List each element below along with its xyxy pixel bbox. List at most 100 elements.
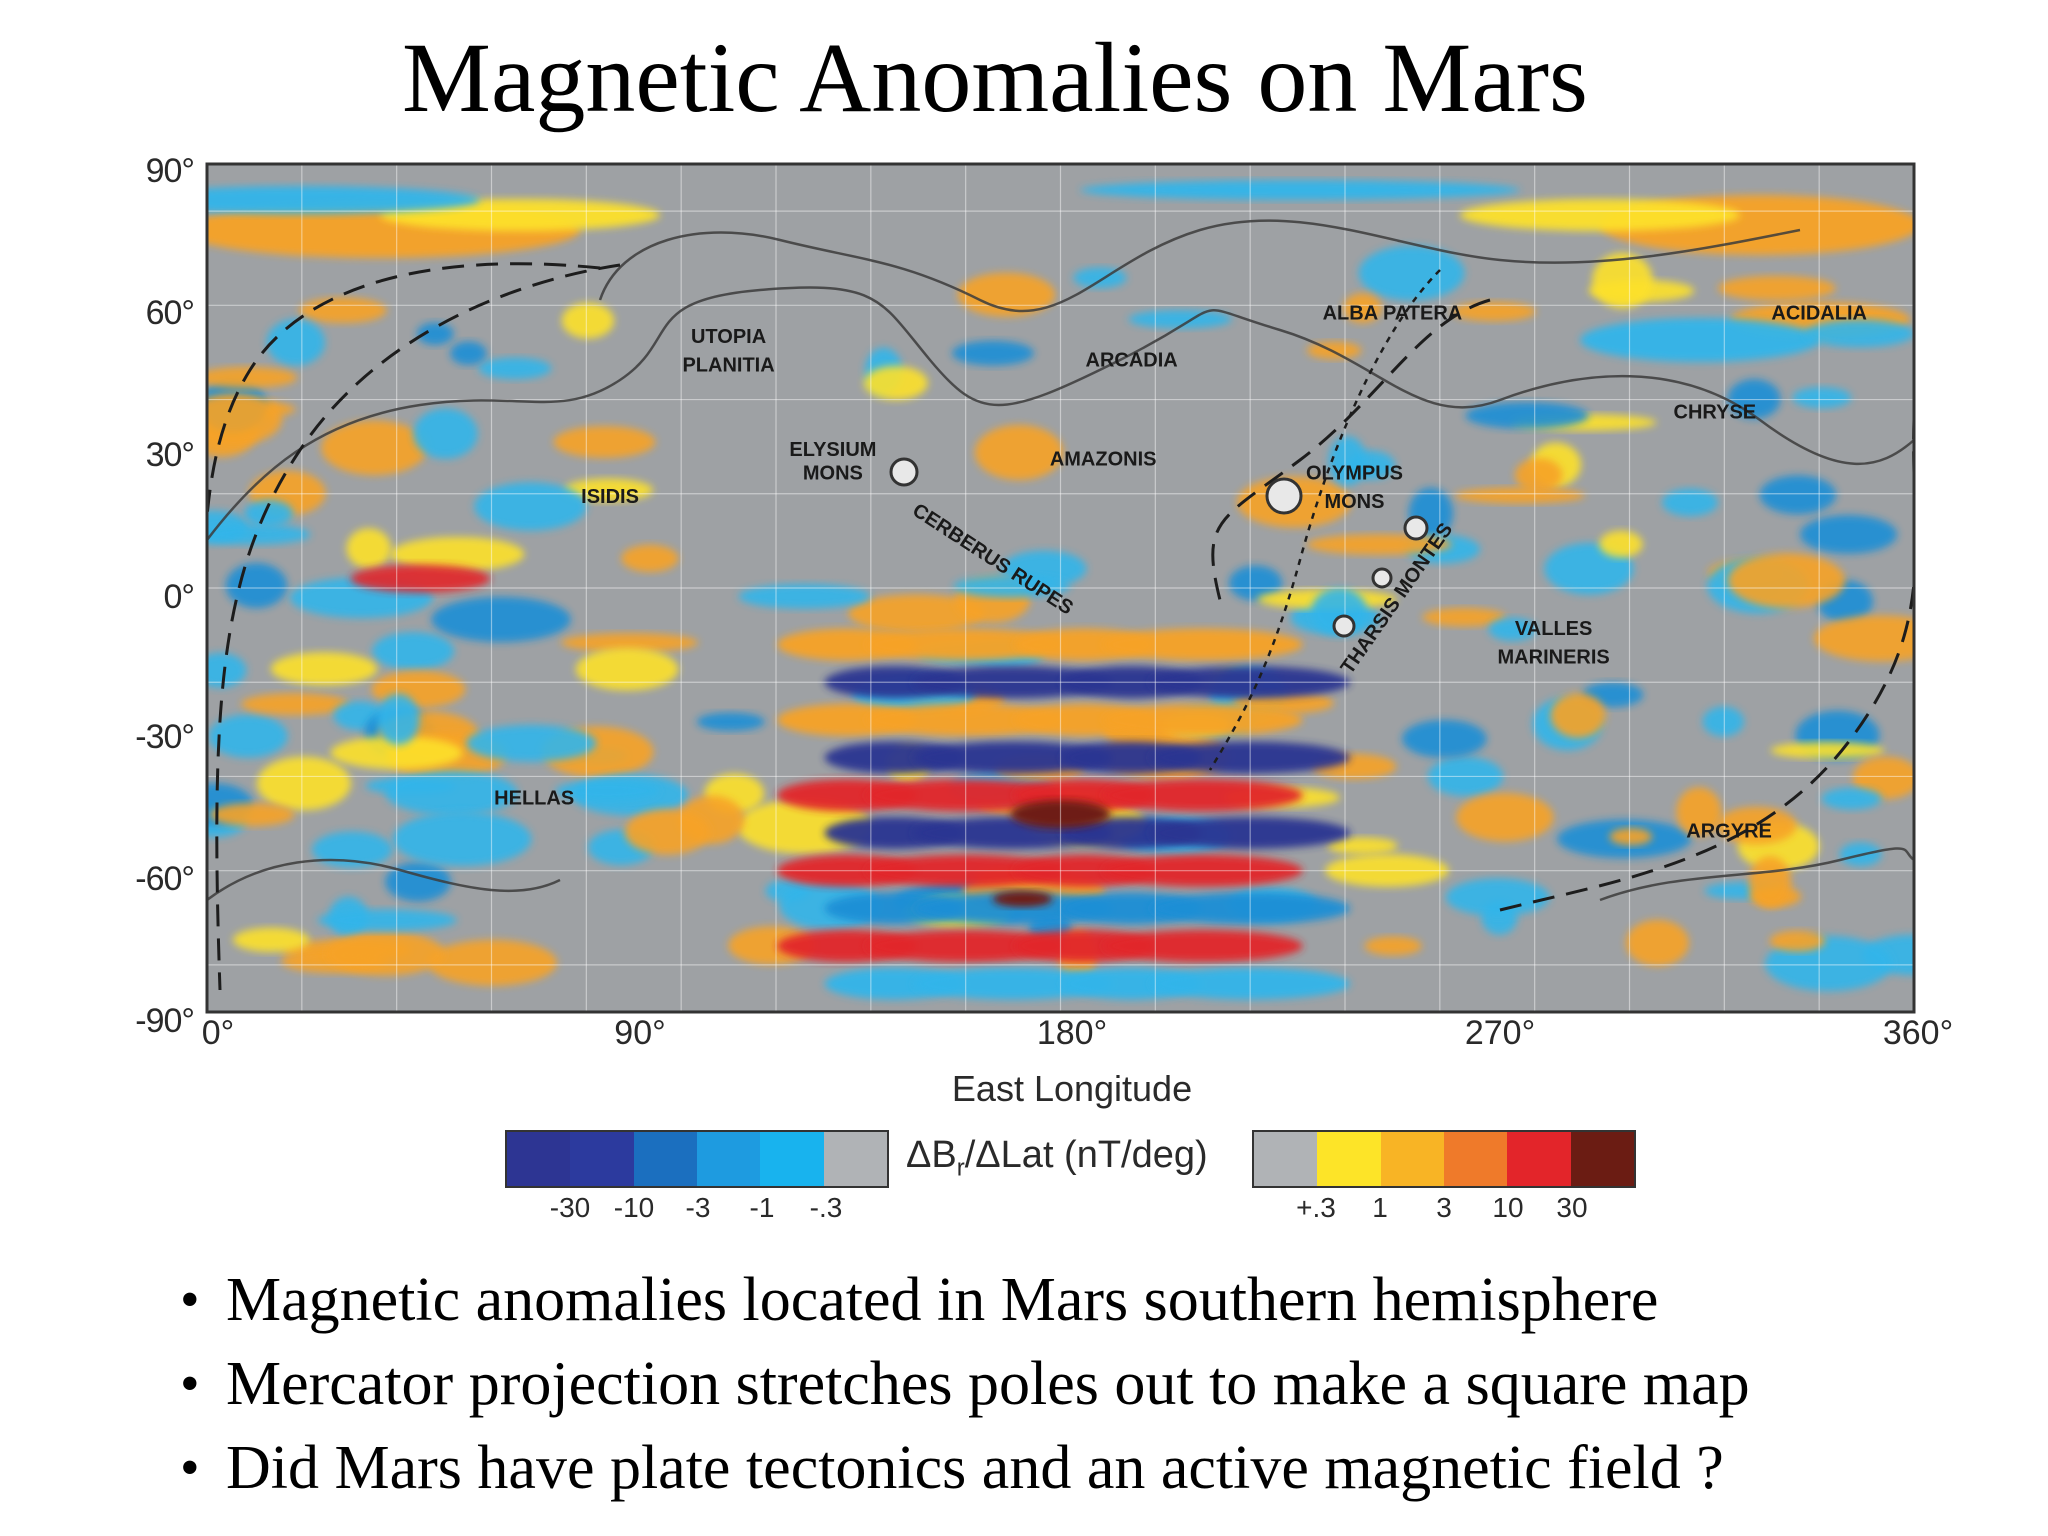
anomaly-blob [312,831,393,868]
anomaly-blob [299,297,387,324]
slide-title: Magnetic Anomalies on Mars [402,22,1588,133]
anomaly-blob [372,631,455,670]
anomaly-blob [1728,553,1846,609]
feature-label: MONS [803,463,863,485]
anomaly-blob [1364,936,1422,956]
anomaly-blob [207,652,247,688]
legend-tick-minus30: -30 [549,1192,591,1223]
anomaly-blob [207,366,298,389]
anomaly-blob [1599,530,1643,558]
anomaly-blob [1792,387,1852,409]
legend-tick-plus1: 1 [1372,1192,1388,1223]
anomaly-blob [624,809,710,855]
anomaly-blob [385,770,519,816]
legend-tick-plus03: +.3 [1296,1192,1336,1223]
feature-label: ISIDIS [581,486,639,508]
anomaly-blob [1661,488,1719,517]
anomaly-layer [207,180,1914,1000]
anomaly-blob [1454,487,1585,504]
feature-label: CHRYSE [1674,401,1757,423]
anomaly-blob [848,594,985,633]
anomaly-blob [974,424,1064,481]
anomaly-blob [865,930,1066,963]
anomaly-blob [1799,515,1898,554]
legend-negative-bar [505,1130,889,1188]
anomaly-blob [244,499,294,527]
feature-label: UTOPIA [691,326,766,348]
anomaly-blob [1676,787,1722,837]
lon-label-360: 360° [1882,1014,1954,1052]
anomaly-blob [1727,379,1781,419]
anomaly-blob [621,544,679,573]
anomaly-blob [1770,742,1885,759]
anomaly-blob [561,302,615,339]
anomaly-blob [1718,275,1836,301]
anomaly-blob [563,478,654,502]
legend-swatch-positive [1317,1132,1381,1186]
anomaly-blob [992,890,1053,907]
anomaly-blob [1702,706,1745,737]
anomaly-blob [1427,756,1504,797]
pole-paths [207,262,1914,991]
lat-label-minus60: -60° [135,860,195,898]
legend-swatch-negative [507,1132,571,1186]
legend-tick-plus30: 30 [1556,1192,1588,1223]
elysium-volcano-marker [889,457,919,487]
lon-label-0: 0° [201,1014,235,1052]
anomaly-blob [1813,615,1914,662]
anomaly-blob [738,583,871,609]
anomaly-blob [1580,318,1820,362]
anomaly-blob [1102,779,1303,812]
anomaly-blob [431,596,571,643]
anomaly-blob [207,186,480,214]
anomaly-blob [575,648,679,691]
anomaly-blob [478,357,552,380]
anomaly-blob [1609,828,1653,846]
anomaly-blob [325,931,445,976]
anomaly-blob [913,892,1114,925]
anomaly-blob [1852,756,1914,800]
legend-tick-plus3: 3 [1436,1192,1452,1223]
anomaly-blob [1150,816,1351,849]
anomaly-blob [1327,837,1398,855]
anomaly-blob [1465,402,1589,430]
feature-label: ELYSIUM [789,439,876,461]
anomaly-blob [913,967,1114,1000]
bullet-item: • Did Mars have plate tectonics and an ac… [180,1426,1750,1510]
legend-swatch-negative [696,1132,761,1186]
anomaly-blob [377,693,420,745]
anomaly-blob [270,652,378,686]
legend-swatch-positive [1254,1132,1318,1186]
anomaly-blob [346,528,392,569]
lat-label-minus90: -90° [135,1002,195,1040]
anomaly-blob [953,575,1070,598]
anomaly-blob [1445,878,1550,917]
anomaly-blob [1102,854,1303,887]
anomaly-blob [957,272,1056,317]
anomaly-blob [209,803,295,827]
anomaly-blob [1102,628,1303,661]
anomaly-blob [560,632,699,653]
anomaly-blob [1325,854,1449,887]
bullet-item: • Mercator projection stretches poles out… [180,1342,1750,1426]
anomaly-blob [696,712,765,732]
arsia-marker [1332,614,1356,638]
graticule [207,164,1914,1012]
bullet-dot: • [180,1353,200,1415]
anomaly-blob [1150,967,1351,1000]
anomaly-blob [1150,741,1351,774]
anomaly-blob [1625,919,1689,966]
anomaly-blob [413,408,478,459]
anomaly-blob [350,564,491,593]
anomaly-blob [865,703,1066,736]
anomaly-blob [1150,666,1351,699]
legend-tick-minus1: -1 [749,1192,775,1223]
feature-label: OLYMPUS [1306,463,1403,485]
anomaly-blob [266,319,326,366]
anomaly-blob [256,756,351,811]
anomaly-blob [1769,930,1826,952]
dichotomy-boundary [207,219,1914,902]
pavonis-marker [1371,567,1393,589]
bullet-item: • Magnetic anomalies located in Mars sout… [180,1258,1750,1342]
bullet-dot: • [180,1269,200,1331]
